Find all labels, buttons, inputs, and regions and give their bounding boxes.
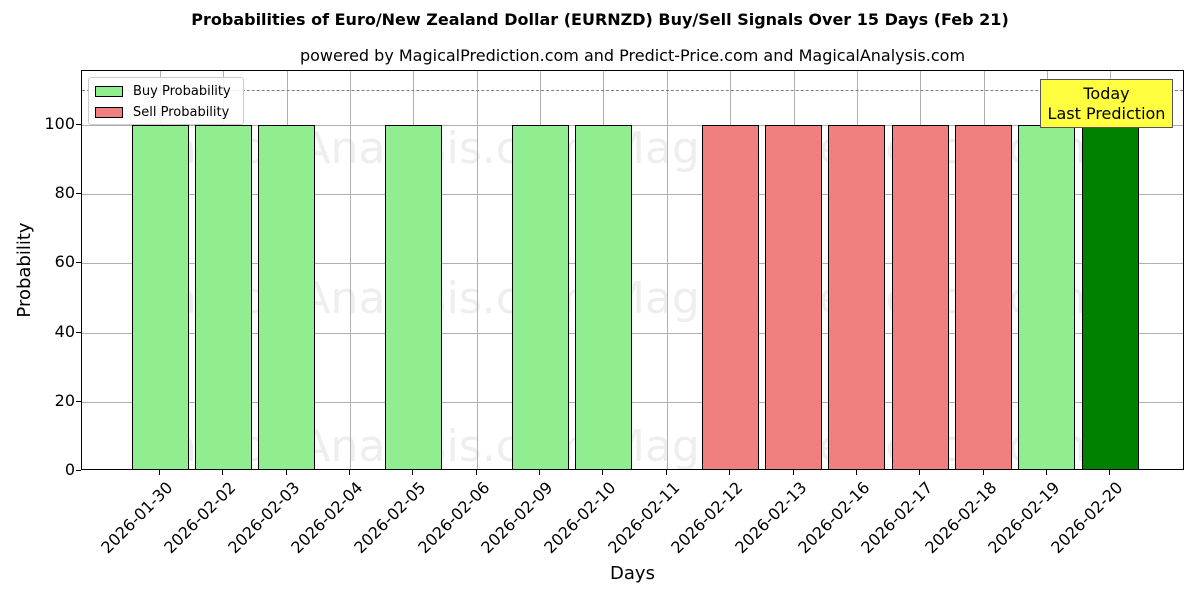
legend-buy-label: Buy Probability [133, 83, 231, 99]
legend-item-sell: Sell Probability [95, 104, 229, 120]
bar-sell [955, 125, 1013, 469]
sell-swatch-icon [95, 106, 123, 118]
x-tick-mark [159, 470, 160, 475]
bar-today [1081, 125, 1139, 469]
x-tick-mark [855, 470, 857, 475]
legend-item-buy: Buy Probability [95, 83, 231, 99]
y-tick-mark [76, 262, 81, 264]
y-tick-mark [76, 193, 81, 195]
grid-line-h [82, 332, 1183, 334]
bar-buy [384, 125, 442, 469]
grid-line-h [82, 125, 1183, 126]
x-tick-mark [349, 470, 351, 475]
x-tick-mark [1045, 470, 1047, 475]
bar-sell [701, 125, 759, 469]
x-tick-mark [222, 470, 224, 475]
y-tick-label: 80 [54, 183, 75, 203]
x-tick-mark [539, 470, 541, 475]
y-tick-mark [76, 400, 81, 402]
today-annotation: Today Last Prediction [1040, 79, 1173, 128]
x-axis-label: Days [610, 563, 655, 584]
x-tick-mark [285, 470, 287, 475]
y-tick-mark [76, 331, 81, 333]
y-tick-mark [76, 470, 81, 471]
bar-buy [131, 125, 189, 469]
grid-line-h [82, 401, 1183, 403]
buy-swatch-icon [95, 85, 123, 97]
x-tick-mark [729, 470, 731, 475]
grid-line-h [82, 263, 1183, 265]
legend-sell-label: Sell Probability [133, 104, 230, 120]
x-tick-mark [1109, 470, 1111, 475]
y-tick-label: 0 [64, 460, 75, 479]
annotation-line1: Today [1083, 84, 1130, 103]
x-tick-mark [412, 470, 414, 475]
y-axis-label: Probability [14, 222, 35, 318]
grid-line-h [82, 194, 1183, 196]
grid-line-v [666, 71, 668, 469]
grid-line-v [476, 71, 478, 469]
x-tick-mark [792, 470, 794, 475]
bar-sell [828, 125, 886, 469]
bar-buy [258, 125, 316, 469]
legend: Buy Probability Sell Probability [88, 77, 244, 125]
bar-sell [891, 125, 949, 469]
chart-subtitle: powered by MagicalPrediction.com and Pre… [299, 46, 966, 65]
x-tick-mark [919, 470, 921, 475]
x-tick-mark [982, 470, 984, 475]
x-tick-mark [602, 470, 604, 475]
x-tick-mark [475, 470, 477, 475]
y-tick-label: 20 [54, 390, 75, 410]
chart-title: Probabilities of Euro/New Zealand Dollar… [191, 10, 1009, 29]
bar-sell [765, 125, 822, 469]
x-tick-mark [665, 470, 667, 475]
reference-line [82, 90, 1183, 92]
y-tick-label: 40 [54, 321, 75, 341]
annotation-line2: Last Prediction [1047, 104, 1166, 123]
y-tick-label: 100 [44, 114, 75, 133]
bar-buy [194, 125, 252, 469]
y-tick-label: 60 [54, 252, 75, 272]
bar-buy [511, 125, 569, 469]
y-tick-mark [76, 124, 81, 125]
grid-line-v [350, 71, 352, 469]
plot-area: MagicalAnalysis.comMagicalPrediction.com… [81, 70, 1184, 470]
bar-buy [574, 125, 632, 469]
bar-buy [1018, 125, 1076, 469]
